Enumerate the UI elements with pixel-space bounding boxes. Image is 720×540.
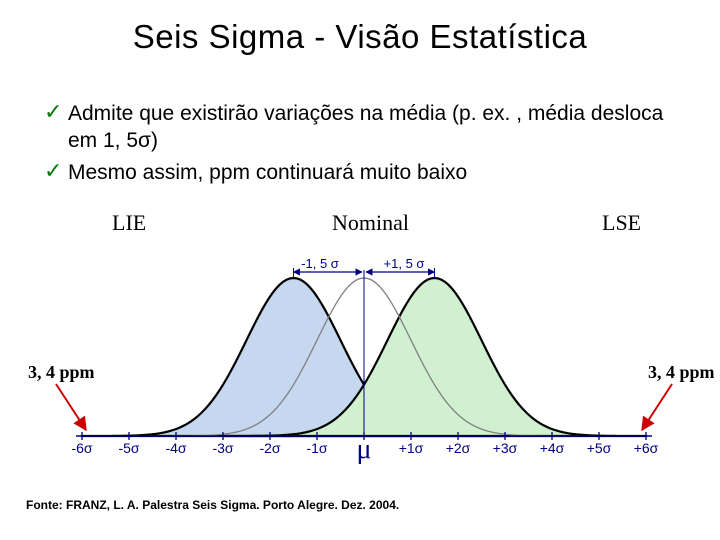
label-nominal: Nominal [332,210,409,236]
slide-title: Seis Sigma - Visão Estatística [0,18,720,56]
check-icon: ✓ [44,159,68,186]
label-lse: LSE [602,210,641,236]
axis-tick-label: +3σ [493,440,518,456]
axis-tick-label: +1σ [399,440,424,456]
bullet-item: ✓ Admite que existirão variações na médi… [44,100,684,155]
axis-tick-label: -6σ [71,440,92,456]
axis-tick-label: +6σ [634,440,659,456]
axis-label-mu: μ [356,434,371,466]
axis-tick-label: +5σ [587,440,612,456]
ppm-arrow-right [642,384,672,430]
bullet-text: Admite que existirão variações na média … [68,100,684,155]
axis-tick-label: -2σ [259,440,280,456]
axis-tick-label: -3σ [212,440,233,456]
axis-tick-label: -4σ [165,440,186,456]
bullet-text: Mesmo assim, ppm continuará muito baixo [68,159,467,186]
axis-labels: -6σ-5σ-4σ-3σ-2σ-1σμ+1σ+2σ+3σ+4σ+5σ+6σ [44,440,684,466]
axis-tick-label: -1σ [306,440,327,456]
axis-tick-label: -5σ [118,440,139,456]
check-icon: ✓ [44,100,68,155]
label-lie: LIE [112,210,146,236]
bullet-list: ✓ Admite que existirão variações na médi… [44,100,684,190]
axis-tick-label: +4σ [540,440,565,456]
axis-tick-label: +2σ [446,440,471,456]
bullet-item: ✓ Mesmo assim, ppm continuará muito baix… [44,159,684,186]
footnote: Fonte: FRANZ, L. A. Palestra Seis Sigma.… [26,498,399,512]
ppm-arrow-left [56,384,86,430]
